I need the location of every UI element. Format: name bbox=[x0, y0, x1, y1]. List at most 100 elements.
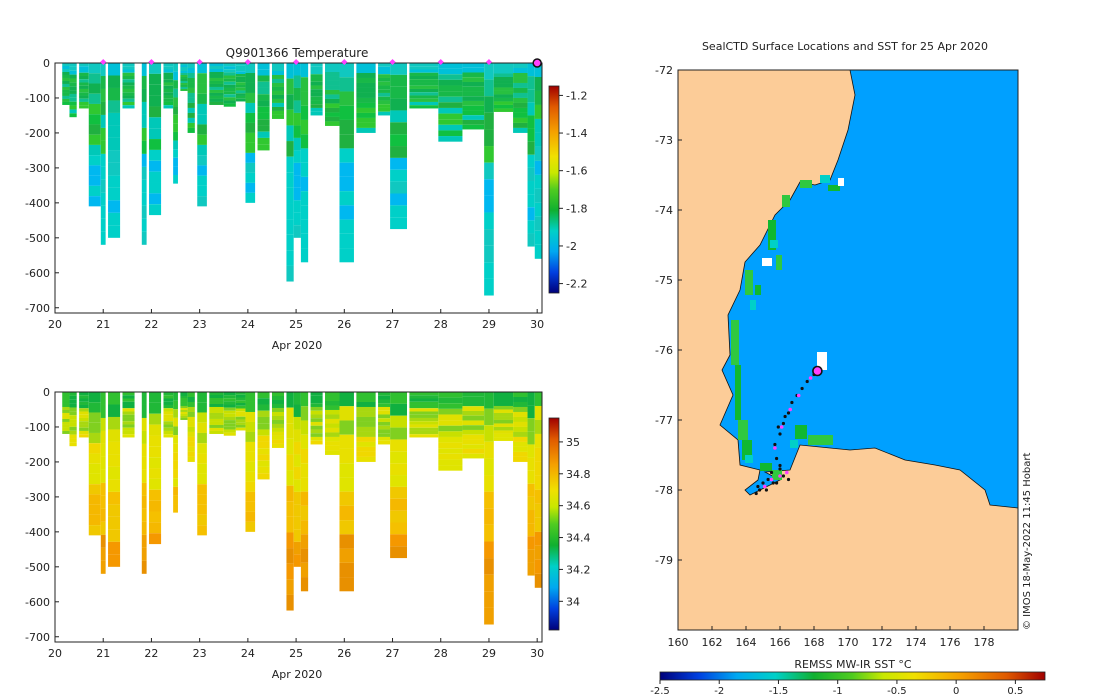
credit-text: © IMOS 18-May-2022 11:45 Hobart bbox=[1022, 453, 1033, 630]
profile-cell bbox=[223, 66, 236, 70]
profile-cell bbox=[69, 403, 77, 408]
profile-marker bbox=[148, 59, 155, 65]
x-tick-label: 24 bbox=[241, 647, 255, 660]
profile-cell bbox=[493, 437, 514, 441]
profile-cell bbox=[245, 82, 256, 93]
profile-cell bbox=[235, 419, 246, 423]
profile-cell bbox=[187, 396, 195, 402]
profile-cell bbox=[141, 392, 147, 405]
profile-cell bbox=[390, 475, 407, 487]
profile-cell bbox=[293, 187, 301, 201]
profile-cell bbox=[390, 74, 407, 87]
profile-cell bbox=[187, 431, 195, 437]
track-point-highlight bbox=[773, 446, 777, 450]
profile-cell bbox=[149, 522, 162, 534]
profile-cell bbox=[513, 431, 528, 437]
profile-cell bbox=[187, 72, 195, 78]
profile-cell bbox=[462, 429, 485, 435]
profile-cell bbox=[69, 74, 77, 79]
profile-cell bbox=[300, 63, 309, 78]
profile-cell bbox=[69, 407, 77, 412]
profile-cell bbox=[257, 441, 270, 449]
profile-cell bbox=[339, 77, 354, 92]
profile-cell bbox=[293, 100, 301, 113]
profile-cell bbox=[163, 101, 174, 106]
profile-cell bbox=[438, 420, 463, 426]
profile-cell bbox=[173, 80, 178, 89]
profile-cell bbox=[310, 425, 323, 430]
profile-cell bbox=[293, 225, 301, 238]
profile-cell bbox=[122, 105, 135, 109]
profile-cell bbox=[149, 182, 162, 194]
profile-cell bbox=[88, 93, 101, 104]
profile-cell bbox=[438, 107, 463, 114]
profile-cell bbox=[534, 202, 542, 217]
profile-cell bbox=[534, 118, 542, 133]
profile-cell bbox=[493, 73, 514, 77]
profile-cell bbox=[378, 403, 391, 407]
profile-cell bbox=[438, 392, 463, 398]
profile-cell bbox=[534, 447, 542, 462]
profile-cell bbox=[122, 408, 135, 412]
profile-cell bbox=[122, 85, 135, 89]
profile-cell bbox=[378, 392, 391, 396]
profile-cell bbox=[409, 404, 439, 409]
profile-cell bbox=[300, 162, 309, 177]
profile-cell bbox=[235, 73, 246, 77]
profile-cell bbox=[235, 408, 246, 412]
profile-cell bbox=[325, 80, 340, 86]
profile-cell bbox=[223, 100, 236, 104]
profile-cell bbox=[286, 63, 294, 79]
profile-cell bbox=[534, 188, 542, 203]
profile-cell bbox=[484, 441, 494, 459]
profile-cell bbox=[462, 425, 485, 430]
profile-cell bbox=[209, 409, 224, 413]
y-tick-label: -200 bbox=[25, 456, 50, 469]
profile-cell bbox=[69, 422, 77, 427]
profile-cell bbox=[527, 128, 535, 142]
profile-cell bbox=[310, 89, 323, 93]
profile-cell bbox=[257, 398, 270, 405]
profile-cell bbox=[100, 101, 106, 115]
profile-cell bbox=[88, 73, 101, 84]
profile-cell bbox=[409, 421, 439, 425]
profile-cell bbox=[197, 494, 207, 505]
profile-cell bbox=[356, 406, 376, 412]
x-tick-label: 26 bbox=[337, 318, 351, 331]
profile-cell bbox=[180, 66, 188, 69]
profile-cell bbox=[325, 121, 340, 126]
profile-cell bbox=[122, 101, 135, 106]
track-point bbox=[775, 456, 779, 461]
profile-cell bbox=[108, 541, 121, 555]
profile-cell bbox=[173, 97, 178, 107]
profile-cell bbox=[493, 405, 514, 410]
profile-cell bbox=[534, 146, 542, 161]
profile-cell bbox=[325, 103, 340, 108]
profile-cell bbox=[197, 525, 207, 536]
profile-cell bbox=[235, 84, 246, 88]
profile-cell bbox=[187, 426, 195, 432]
profile-cell bbox=[173, 140, 178, 150]
profile-cell bbox=[173, 175, 178, 184]
profile-cell bbox=[187, 451, 195, 457]
profile-cell bbox=[484, 491, 494, 509]
profile-cell bbox=[527, 510, 535, 524]
map-x-tick-label: 168 bbox=[804, 636, 825, 649]
profile-cell bbox=[187, 82, 195, 88]
profile-cell bbox=[300, 176, 309, 192]
profile-cell bbox=[180, 407, 188, 410]
profile-cell bbox=[534, 405, 542, 420]
profile-cell bbox=[223, 410, 236, 414]
profile-cell bbox=[122, 72, 135, 76]
profile-cell bbox=[173, 486, 178, 496]
profile-cell bbox=[163, 88, 174, 93]
profile-cell bbox=[484, 146, 494, 163]
profile-cell bbox=[378, 429, 391, 434]
profile-cell bbox=[484, 212, 494, 230]
profile-cell bbox=[223, 413, 236, 417]
profile-cell bbox=[356, 67, 376, 73]
profile-cell bbox=[245, 182, 256, 193]
profile-cell bbox=[378, 414, 391, 419]
profile-cell bbox=[462, 396, 485, 402]
profile-cell bbox=[173, 495, 178, 505]
